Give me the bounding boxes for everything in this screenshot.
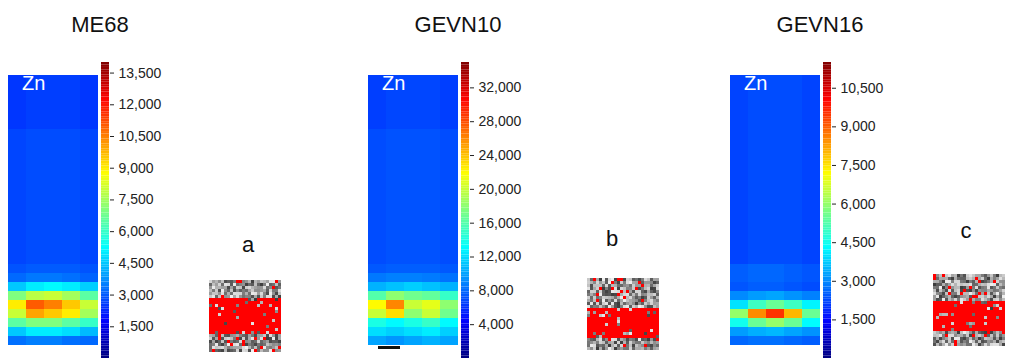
html-text:Zn: Zn bbox=[382, 72, 406, 94]
svg-text:28,000: 28,000 bbox=[479, 113, 522, 129]
svg-text:6,000: 6,000 bbox=[119, 223, 154, 239]
svg-text:4,500: 4,500 bbox=[119, 255, 154, 271]
html-text:b: b bbox=[605, 226, 619, 251]
svg-text:8,000: 8,000 bbox=[479, 282, 514, 298]
html-text:c: c bbox=[960, 218, 972, 243]
svg-text:20,000: 20,000 bbox=[479, 181, 522, 197]
svg-text:4,500: 4,500 bbox=[841, 234, 876, 250]
svg-text:12,000: 12,000 bbox=[119, 96, 162, 112]
svg-text:9,000: 9,000 bbox=[119, 160, 154, 176]
svg-text:6,000: 6,000 bbox=[841, 196, 876, 212]
svg-text:32,000: 32,000 bbox=[479, 79, 522, 95]
svg-text:16,000: 16,000 bbox=[479, 215, 522, 231]
svg-text:10,500: 10,500 bbox=[119, 128, 162, 144]
svg-text:13,500: 13,500 bbox=[119, 65, 162, 81]
html-text:GEVN16: GEVN16 bbox=[776, 12, 864, 37]
svg-text:24,000: 24,000 bbox=[479, 147, 522, 163]
svg-text:4,000: 4,000 bbox=[479, 316, 514, 332]
html-text:ME68: ME68 bbox=[71, 12, 129, 37]
html-text:Zn: Zn bbox=[22, 72, 46, 94]
svg-text:7,500: 7,500 bbox=[841, 157, 876, 173]
svg-text:3,000: 3,000 bbox=[119, 287, 154, 303]
svg-text:10,500: 10,500 bbox=[841, 80, 884, 96]
html-text:a: a bbox=[241, 232, 255, 257]
svg-text:7,500: 7,500 bbox=[119, 191, 154, 207]
svg-text:12,000: 12,000 bbox=[479, 248, 522, 264]
svg-text:3,000: 3,000 bbox=[841, 273, 876, 289]
html-text:GEVN10: GEVN10 bbox=[414, 12, 502, 37]
svg-text:1,500: 1,500 bbox=[119, 318, 154, 334]
html-text:Zn: Zn bbox=[744, 72, 768, 94]
svg-text:9,000: 9,000 bbox=[841, 118, 876, 134]
svg-text:1,500: 1,500 bbox=[841, 311, 876, 327]
